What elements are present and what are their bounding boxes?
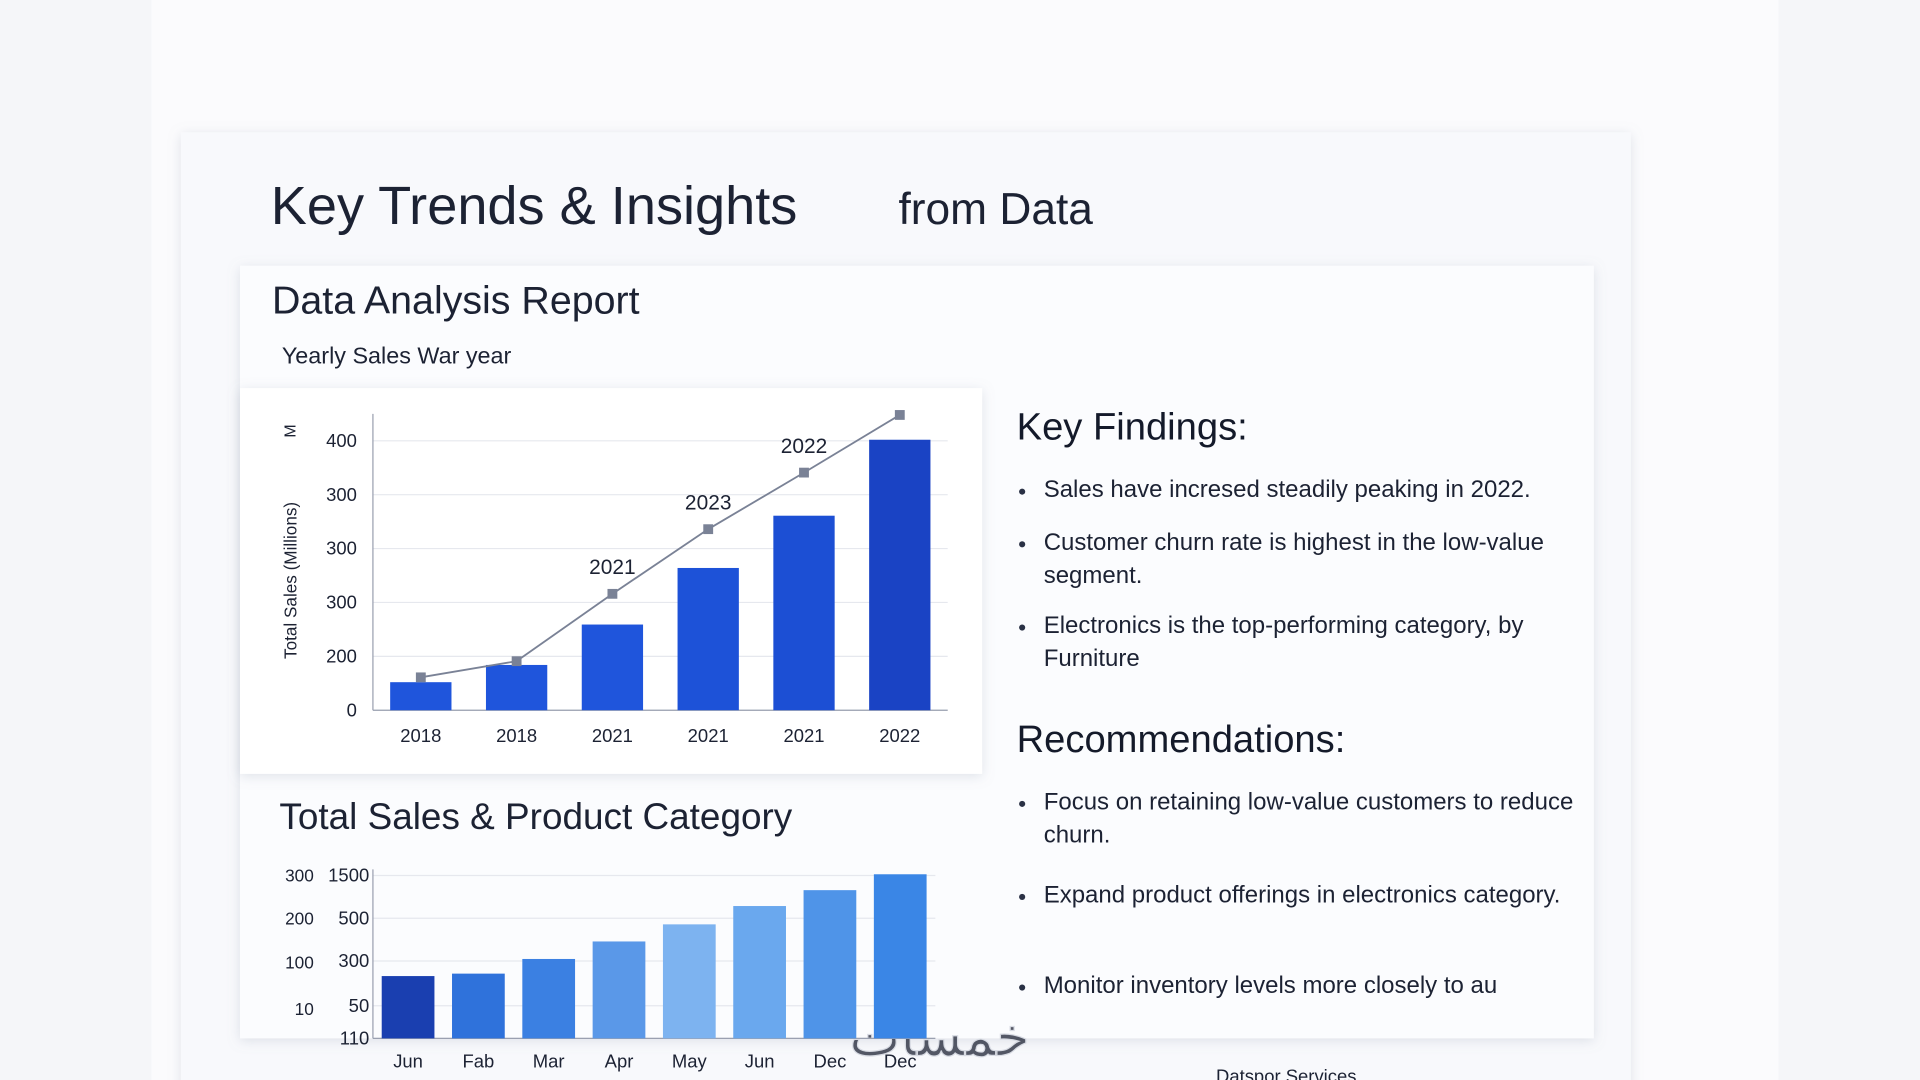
x-tick-label: Dec [814,1051,847,1072]
y-axis-label: Total Sales (Millions) [281,502,301,659]
bar [803,890,857,1039]
bar [581,624,644,711]
y-tick-label: 50 [349,995,370,1016]
x-tick-label: Jun [393,1051,423,1072]
y-tick-label: 300 [326,538,357,559]
bullet-item: Monitor inventory levels more closely to… [1017,970,1577,1003]
y2-tick-label: 100 [285,953,314,973]
bar [662,924,716,1039]
bar [733,906,786,1039]
bullet-item: Sales have incresed steadily peaking in … [1017,474,1577,507]
y-tick-label: 300 [338,950,369,971]
y2-tick-label: 300 [285,866,314,886]
bullet-list: Sales have incresed steadily peaking in … [1017,474,1577,507]
y-tick-label: 0 [347,699,357,720]
chart-title: Total Sales & Product Category [279,796,792,837]
report-subtitle: Yearly Sales War year [282,343,512,369]
main-title: Key Trends & Insights [271,176,798,236]
bullet-item: Expand product offerings in electronics … [1017,879,1577,912]
trend-line [420,414,901,679]
bullet-list: Customer churn rate is highest in the lo… [1017,527,1577,593]
x-tick-label: 2021 [783,725,824,746]
point-label: 2021 [589,556,636,579]
x-tick-label: 2021 [592,725,633,746]
point-label: 2023 [685,492,732,515]
bar [592,941,646,1039]
footer: Datspor Services [1216,1065,1357,1080]
bar [869,439,931,711]
y-tick-label: 300 [326,592,357,613]
bar [485,664,548,711]
trend-marker [799,467,809,478]
x-tick-label: Jun [745,1051,775,1072]
trend-marker [511,656,522,667]
bullet-item: Focus on retaining low-value customers t… [1017,786,1577,852]
x-tick-label: 2021 [688,725,729,746]
bar [873,874,927,1039]
bar [390,682,452,711]
bar [677,567,739,711]
bar [452,973,505,1039]
y-tick-label: 500 [338,907,369,928]
y2-tick-label: 200 [285,908,314,928]
trend-marker [607,588,618,599]
bullet-list: Electronics is the top-performing catego… [1017,610,1577,676]
y-unit-label: M [282,424,299,437]
bar [381,976,435,1039]
trend-marker [703,524,714,535]
x-tick-label: 2018 [496,725,537,746]
report-title: Data Analysis Report [272,279,640,323]
bullet-list: Expand product offerings in electronics … [1017,879,1577,912]
x-tick-label: Apr [605,1051,634,1072]
y2-tick-label: 10 [295,999,314,1019]
x-tick-label: Mar [533,1051,565,1072]
bullet-item: Customer churn rate is highest in the lo… [1017,527,1577,593]
bar [773,515,835,711]
trend-marker [415,672,426,683]
text-column: Key Findings: Sales have incresed steadil… [1016,405,1577,1003]
bullet-list: Focus on retaining low-value customers t… [1017,786,1577,852]
section-title: Recommendations: [1016,717,1346,761]
y-tick-label: 1500 [328,865,369,886]
y-tick-label: 400 [326,430,357,451]
main-title-suffix: from Data [898,185,1093,234]
point-label: 2022 [781,435,828,458]
trend-marker [894,410,905,420]
bar [522,958,576,1039]
x-tick-label: 2018 [400,725,441,746]
y-tick-label: 200 [326,645,357,666]
y-tick-label: 110 [340,1028,369,1049]
section-title: Key Findings: [1016,405,1248,449]
x-tick-label: Fab [462,1051,494,1072]
x-tick-label: May [672,1051,708,1072]
x-tick-label: 2022 [879,725,920,746]
y-tick-label: 300 [326,484,357,505]
bullet-list: Monitor inventory levels more closely to… [1017,970,1577,1003]
x-tick-label: Dec [884,1051,917,1072]
bullet-item: Electronics is the top-performing catego… [1017,610,1577,676]
